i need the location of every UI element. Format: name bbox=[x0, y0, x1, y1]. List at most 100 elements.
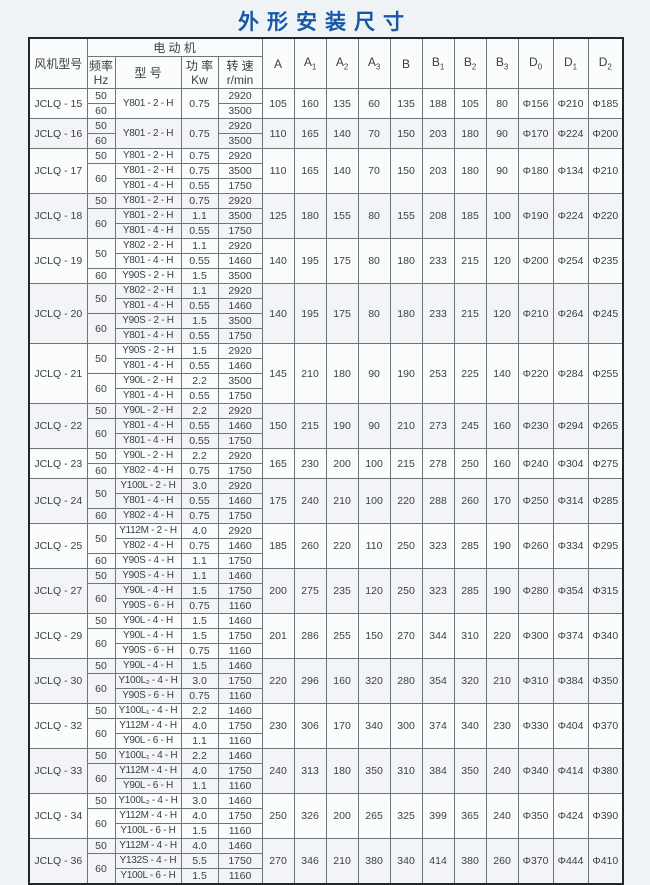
cell-dimension: 250 bbox=[261, 793, 295, 839]
cell-motor-type: Y801 - 4 - H bbox=[114, 223, 182, 239]
cell-power: 1.5 bbox=[180, 583, 219, 599]
cell-power: 0.75 bbox=[180, 508, 219, 524]
cell-speed: 1460 bbox=[217, 703, 263, 719]
cell-power: 2.2 bbox=[180, 448, 219, 464]
cell-dimension: Φ390 bbox=[587, 793, 624, 839]
table-row: Y801 - 4 - H 0.55 1460 bbox=[29, 493, 623, 509]
cell-dimension: 155 bbox=[325, 193, 359, 239]
table-row: 60 Y90S - 2 - H 1.5 3500 bbox=[29, 313, 623, 344]
cell-dimension: 175 bbox=[325, 283, 359, 344]
cell-frequency: 50 bbox=[86, 118, 116, 134]
cell-speed: 1750 bbox=[217, 388, 263, 404]
cell-dimension: 300 bbox=[389, 703, 423, 749]
cell-frequency: 60 bbox=[86, 628, 116, 659]
cell-motor-type: Y90S - 2 - H bbox=[114, 268, 182, 284]
cell-speed: 3500 bbox=[217, 133, 263, 149]
cell-motor-type: Y90S - 6 - H bbox=[114, 598, 182, 614]
cell-motor-type: Y112M - 4 - H bbox=[114, 808, 182, 824]
cell-dimension: 340 bbox=[389, 838, 423, 885]
cell-frequency: 60 bbox=[86, 508, 116, 524]
cell-speed: 1160 bbox=[217, 688, 263, 704]
cell-dimension: 323 bbox=[421, 568, 455, 614]
cell-dimension: Φ185 bbox=[587, 88, 624, 119]
cell-motor-type: Y90L - 4 - H bbox=[114, 583, 182, 599]
cell-power: 1.1 bbox=[180, 553, 219, 569]
cell-dimension: Φ334 bbox=[552, 523, 589, 569]
header-dim-A2: A2 bbox=[325, 37, 359, 89]
cell-dimension: 374 bbox=[421, 703, 455, 749]
cell-motor-type: Y90L - 6 - H bbox=[114, 778, 182, 794]
cell-speed: 1160 bbox=[217, 733, 263, 749]
header-row-top: 风机型号 电 动 机 A A1 A2 A3 B B1 B2 B3 D0 D1 D2 bbox=[28, 37, 624, 89]
cell-dimension: Φ190 bbox=[517, 193, 554, 239]
cell-power: 1.5 bbox=[180, 313, 219, 329]
cell-power: 0.55 bbox=[180, 358, 219, 374]
cell-motor-type: Y90S - 4 - H bbox=[114, 553, 182, 569]
cell-power: 1.5 bbox=[180, 628, 219, 644]
cell-motor-type: Y90L - 2 - H bbox=[114, 373, 182, 389]
cell-dimension: 260 bbox=[485, 838, 519, 885]
cell-power: 0.55 bbox=[180, 388, 219, 404]
cell-dimension: 180 bbox=[389, 238, 423, 284]
cell-motor-type: Y100L₁ - 4 - H bbox=[114, 748, 182, 764]
cell-motor-type: Y802 - 4 - H bbox=[114, 508, 182, 524]
cell-frequency: 50 bbox=[86, 748, 116, 764]
cell-speed: 1460 bbox=[217, 568, 263, 584]
cell-dimension: 210 bbox=[485, 658, 519, 704]
cell-dimension: 180 bbox=[453, 148, 487, 194]
cell-fan-model: JCLQ - 33 bbox=[28, 748, 88, 794]
cell-speed: 1750 bbox=[217, 718, 263, 734]
table-row: 60 Y801 - 2 - H 1.1 3500 bbox=[29, 208, 623, 239]
cell-dimension: Φ304 bbox=[552, 448, 589, 479]
table-row: JCLQ - 22 50 Y90L - 2 - H 2.2 2920 150 215 190 9… bbox=[28, 403, 624, 449]
cell-power: 0.75 bbox=[180, 598, 219, 614]
cell-motor-type: Y112M - 4 - H bbox=[114, 763, 182, 779]
cell-speed: 2920 bbox=[217, 148, 263, 164]
cell-dimension: 250 bbox=[389, 568, 423, 614]
cell-power: 4.0 bbox=[180, 718, 219, 734]
cell-dimension: Φ285 bbox=[587, 478, 624, 524]
cell-dimension: 346 bbox=[293, 838, 327, 885]
header-motor-group: 电 动 机 bbox=[86, 37, 263, 57]
cell-dimension: 150 bbox=[389, 148, 423, 194]
cell-dimension: Φ220 bbox=[587, 193, 624, 239]
cell-speed: 2920 bbox=[217, 343, 263, 359]
cell-dimension: 185 bbox=[453, 193, 487, 239]
cell-motor-type: Y801 - 2 - H bbox=[114, 208, 182, 224]
table-row: 60 Y90L - 4 - H 1.5 1750 bbox=[29, 628, 623, 659]
cell-power: 0.55 bbox=[180, 253, 219, 269]
table-row: Y801 - 4 - H 0.55 1460 bbox=[29, 253, 623, 269]
cell-dimension: 220 bbox=[485, 613, 519, 659]
cell-dimension: 190 bbox=[485, 523, 519, 569]
cell-power: 0.75 bbox=[180, 463, 219, 479]
cell-speed: 3500 bbox=[217, 373, 263, 389]
cell-frequency: 60 bbox=[86, 163, 116, 194]
header-dim-B: B bbox=[389, 37, 423, 89]
cell-motor-type: Y90L - 4 - H bbox=[114, 628, 182, 644]
table-row: Y801 - 4 - H 0.55 1750 bbox=[29, 388, 623, 404]
cell-dimension: Φ134 bbox=[552, 148, 589, 194]
cell-power: 1.1 bbox=[180, 238, 219, 254]
cell-dimension: 270 bbox=[389, 613, 423, 659]
cell-speed: 1160 bbox=[217, 868, 263, 885]
cell-dimension: 350 bbox=[453, 748, 487, 794]
cell-frequency: 50 bbox=[86, 838, 116, 854]
cell-power: 4.0 bbox=[180, 808, 219, 824]
header-motor-type: 型 号 bbox=[114, 56, 182, 89]
cell-dimension: Φ350 bbox=[587, 658, 624, 704]
header-fan-model: 风机型号 bbox=[28, 37, 88, 89]
cell-dimension: 215 bbox=[293, 403, 327, 449]
cell-dimension: 350 bbox=[357, 748, 391, 794]
cell-speed: 2920 bbox=[217, 478, 263, 494]
header-speed-line1: 转 速 bbox=[226, 58, 254, 73]
page-title: 外形安装尺寸 bbox=[238, 11, 412, 34]
table-row: 60 Y112M - 4 - H 4.0 1750 bbox=[29, 718, 623, 749]
cell-fan-model: JCLQ - 29 bbox=[28, 613, 88, 659]
cell-dimension: 240 bbox=[293, 478, 327, 524]
cell-speed: 2920 bbox=[217, 88, 263, 104]
table-row: JCLQ - 33 50 Y100L₁ - 4 - H 2.2 1460 240 313 18… bbox=[28, 748, 624, 794]
cell-motor-type: Y100L - 6 - H bbox=[114, 823, 182, 839]
cell-dimension: Φ314 bbox=[552, 478, 589, 524]
cell-motor-type: Y90L - 2 - H bbox=[114, 448, 182, 464]
cell-dimension: 150 bbox=[261, 403, 295, 449]
